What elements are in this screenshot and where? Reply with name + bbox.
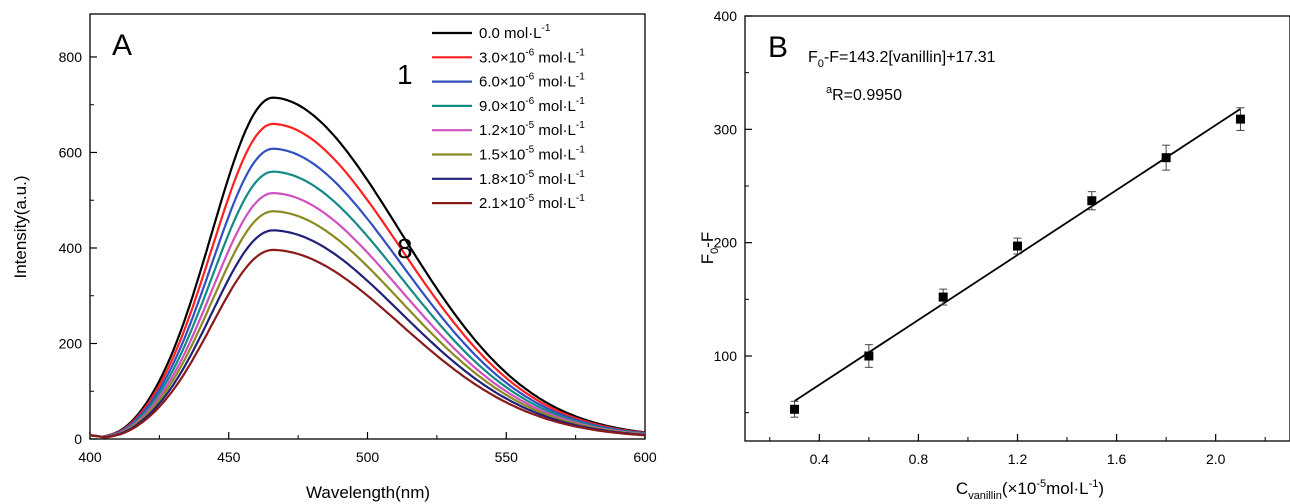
y-tick-label: 800 — [59, 49, 83, 65]
panel-b-frame — [744, 15, 1290, 442]
panel-a: 400 450 500 550 600 0 200 400 600 800 0.0 mol·L-1… — [11, 13, 657, 502]
emission-curve — [89, 122, 646, 438]
data-point — [1013, 241, 1022, 251]
y-tick-label: 300 — [714, 121, 738, 137]
panel-a-ticks: 400 450 500 550 600 0 200 400 600 800 — [59, 49, 657, 465]
panel-b-letter: B — [768, 31, 788, 64]
emission-curve — [89, 147, 646, 438]
legend-label: 1.8×10-5 mol·L-1 — [479, 169, 585, 188]
x-tick-label: 0.8 — [909, 451, 929, 467]
emission-curve — [89, 170, 646, 439]
x-tick-label: 2.0 — [1206, 451, 1226, 467]
panel-a-y-title: Intensity(a.u.) — [11, 176, 30, 279]
emission-curve — [89, 248, 646, 439]
y-tick-label: 400 — [59, 240, 83, 256]
emission-curve — [89, 229, 646, 439]
first-curve-label: 1 — [397, 59, 413, 90]
regression-equation: F0-F=143.2[vanillin]+17.31 — [808, 49, 996, 70]
x-tick-label: 1.2 — [1008, 451, 1028, 467]
panel-b-y-title: F0-F — [698, 232, 721, 265]
emission-curve — [89, 210, 646, 439]
last-curve-label: 8 — [397, 233, 413, 264]
y-tick-label: 0 — [74, 431, 82, 447]
data-point — [1235, 114, 1245, 124]
panel-a-legend: 0.0 mol·L-1 3.0×10-6 mol·L-1 6.0×10-6 mol·… — [432, 23, 585, 212]
legend-label: 1.5×10-5 mol·L-1 — [479, 145, 585, 164]
x-tick-label: 600 — [633, 449, 657, 465]
x-tick-label: 550 — [495, 449, 519, 465]
y-tick-label: 200 — [59, 335, 83, 351]
legend-label: 6.0×10-6 mol·L-1 — [479, 72, 585, 91]
legend-label: 2.1×10-5 mol·L-1 — [479, 193, 585, 212]
y-tick-label: 200 — [714, 235, 738, 251]
y-tick-label: 600 — [59, 144, 83, 160]
data-point — [1087, 196, 1097, 206]
x-tick-label: 0.4 — [810, 451, 830, 467]
data-point — [864, 351, 874, 361]
correlation-coefficient: aR=0.9950 — [826, 84, 902, 104]
panel-a-x-title: Wavelength(nm) — [306, 483, 430, 502]
panel-a-letter: A — [112, 29, 132, 62]
x-tick-label: 1.6 — [1107, 451, 1127, 467]
y-tick-label: 100 — [714, 348, 738, 364]
data-point — [938, 292, 948, 302]
fit-line — [794, 108, 1241, 402]
panel-a-curves — [89, 96, 646, 439]
data-point — [790, 404, 800, 414]
panel-b-x-title: Cvanillin(×10-5mol·L-1) — [956, 478, 1104, 502]
data-point — [1161, 153, 1171, 163]
panel-b: 0.4 0.8 1.2 1.6 2.0 100 200 300 400 B F0-F=143.2… — [698, 8, 1290, 502]
legend-label: 1.2×10-5 mol·L-1 — [479, 120, 585, 139]
panel-b-fit — [794, 108, 1241, 402]
panel-b-ticks: 0.4 0.8 1.2 1.6 2.0 100 200 300 400 — [714, 8, 1266, 467]
emission-curve — [89, 96, 646, 438]
panel-b-points — [790, 107, 1245, 418]
legend-label: 3.0×10-6 mol·L-1 — [479, 47, 585, 66]
emission-curve — [89, 191, 646, 439]
legend-label: 0.0 mol·L-1 — [479, 23, 551, 42]
x-tick-label: 400 — [78, 449, 102, 465]
x-tick-label: 450 — [217, 449, 241, 465]
y-tick-label: 400 — [714, 8, 738, 24]
x-tick-label: 500 — [356, 449, 380, 465]
legend-label: 9.0×10-6 mol·L-1 — [479, 96, 585, 115]
